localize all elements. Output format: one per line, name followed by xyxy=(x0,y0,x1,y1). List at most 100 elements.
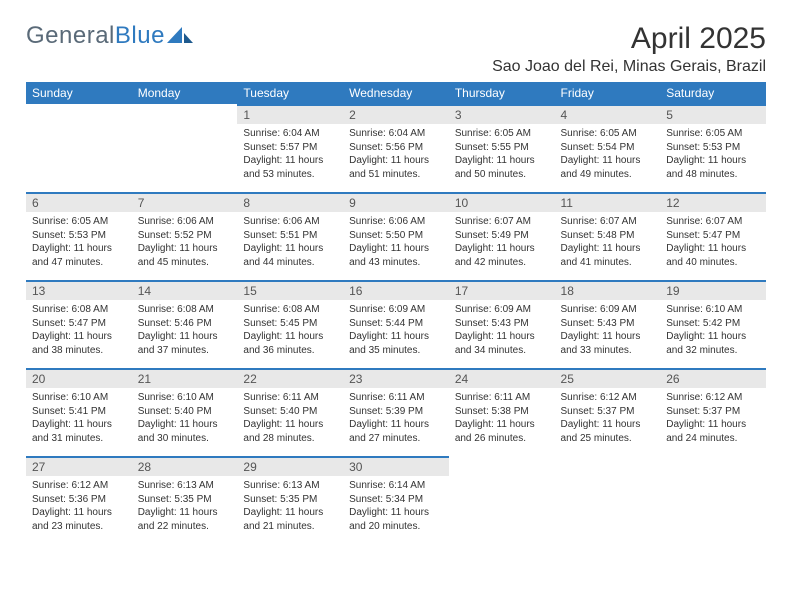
sunset-line: Sunset: 5:35 PM xyxy=(243,493,337,507)
calendar-cell: 25Sunrise: 6:12 AMSunset: 5:37 PMDayligh… xyxy=(555,368,661,456)
sunrise-line: Sunrise: 6:09 AM xyxy=(455,303,549,317)
calendar-cell: 13Sunrise: 6:08 AMSunset: 5:47 PMDayligh… xyxy=(26,280,132,368)
daylight-line: Daylight: 11 hours and 28 minutes. xyxy=(243,418,337,445)
day-number: 30 xyxy=(343,456,449,476)
day-body: Sunrise: 6:12 AMSunset: 5:37 PMDaylight:… xyxy=(660,388,766,449)
day-number: 17 xyxy=(449,280,555,300)
day-body: Sunrise: 6:09 AMSunset: 5:43 PMDaylight:… xyxy=(449,300,555,361)
sunrise-line: Sunrise: 6:13 AM xyxy=(243,479,337,493)
calendar-cell: 4Sunrise: 6:05 AMSunset: 5:54 PMDaylight… xyxy=(555,104,661,192)
calendar-cell-empty: 0 xyxy=(555,456,661,544)
sunrise-line: Sunrise: 6:12 AM xyxy=(32,479,126,493)
calendar-cell: 8Sunrise: 6:06 AMSunset: 5:51 PMDaylight… xyxy=(237,192,343,280)
day-number: 9 xyxy=(343,192,449,212)
sunrise-line: Sunrise: 6:07 AM xyxy=(455,215,549,229)
day-number: 28 xyxy=(132,456,238,476)
daylight-line: Daylight: 11 hours and 25 minutes. xyxy=(561,418,655,445)
day-body: Sunrise: 6:06 AMSunset: 5:52 PMDaylight:… xyxy=(132,212,238,273)
day-number: 25 xyxy=(555,368,661,388)
brand-logo: GeneralBlue xyxy=(26,22,193,50)
day-body: Sunrise: 6:12 AMSunset: 5:37 PMDaylight:… xyxy=(555,388,661,449)
calendar-cell-empty: 0 xyxy=(132,104,238,192)
sunrise-line: Sunrise: 6:06 AM xyxy=(243,215,337,229)
calendar-cell: 2Sunrise: 6:04 AMSunset: 5:56 PMDaylight… xyxy=(343,104,449,192)
day-number: 10 xyxy=(449,192,555,212)
calendar-cell: 24Sunrise: 6:11 AMSunset: 5:38 PMDayligh… xyxy=(449,368,555,456)
calendar-cell: 11Sunrise: 6:07 AMSunset: 5:48 PMDayligh… xyxy=(555,192,661,280)
calendar-cell: 19Sunrise: 6:10 AMSunset: 5:42 PMDayligh… xyxy=(660,280,766,368)
sunrise-line: Sunrise: 6:13 AM xyxy=(138,479,232,493)
sunrise-line: Sunrise: 6:08 AM xyxy=(32,303,126,317)
calendar-cell: 22Sunrise: 6:11 AMSunset: 5:40 PMDayligh… xyxy=(237,368,343,456)
day-body: Sunrise: 6:09 AMSunset: 5:44 PMDaylight:… xyxy=(343,300,449,361)
calendar-cell: 26Sunrise: 6:12 AMSunset: 5:37 PMDayligh… xyxy=(660,368,766,456)
daylight-line: Daylight: 11 hours and 37 minutes. xyxy=(138,330,232,357)
sunrise-line: Sunrise: 6:09 AM xyxy=(349,303,443,317)
sunset-line: Sunset: 5:39 PM xyxy=(349,405,443,419)
day-body: Sunrise: 6:05 AMSunset: 5:53 PMDaylight:… xyxy=(660,124,766,185)
day-number: 6 xyxy=(26,192,132,212)
day-body: Sunrise: 6:14 AMSunset: 5:34 PMDaylight:… xyxy=(343,476,449,537)
sunrise-line: Sunrise: 6:12 AM xyxy=(561,391,655,405)
month-title: April 2025 xyxy=(492,22,766,56)
daylight-line: Daylight: 11 hours and 32 minutes. xyxy=(666,330,760,357)
calendar-row: 13Sunrise: 6:08 AMSunset: 5:47 PMDayligh… xyxy=(26,280,766,368)
sunset-line: Sunset: 5:35 PM xyxy=(138,493,232,507)
daylight-line: Daylight: 11 hours and 47 minutes. xyxy=(32,242,126,269)
sunrise-line: Sunrise: 6:05 AM xyxy=(561,127,655,141)
sunset-line: Sunset: 5:43 PM xyxy=(561,317,655,331)
calendar-cell: 6Sunrise: 6:05 AMSunset: 5:53 PMDaylight… xyxy=(26,192,132,280)
day-number: 21 xyxy=(132,368,238,388)
sunrise-line: Sunrise: 6:06 AM xyxy=(138,215,232,229)
calendar-table: SundayMondayTuesdayWednesdayThursdayFrid… xyxy=(26,82,766,544)
daylight-line: Daylight: 11 hours and 20 minutes. xyxy=(349,506,443,533)
calendar-row: 001Sunrise: 6:04 AMSunset: 5:57 PMDaylig… xyxy=(26,104,766,192)
daylight-line: Daylight: 11 hours and 24 minutes. xyxy=(666,418,760,445)
sunset-line: Sunset: 5:57 PM xyxy=(243,141,337,155)
daylight-line: Daylight: 11 hours and 30 minutes. xyxy=(138,418,232,445)
day-number: 16 xyxy=(343,280,449,300)
day-number: 14 xyxy=(132,280,238,300)
day-body: Sunrise: 6:04 AMSunset: 5:57 PMDaylight:… xyxy=(237,124,343,185)
sunrise-line: Sunrise: 6:08 AM xyxy=(243,303,337,317)
sunset-line: Sunset: 5:48 PM xyxy=(561,229,655,243)
logo-sail-icon xyxy=(167,25,193,45)
sunrise-line: Sunrise: 6:06 AM xyxy=(349,215,443,229)
day-body: Sunrise: 6:07 AMSunset: 5:48 PMDaylight:… xyxy=(555,212,661,273)
day-number: 4 xyxy=(555,104,661,124)
daylight-line: Daylight: 11 hours and 36 minutes. xyxy=(243,330,337,357)
day-number: 11 xyxy=(555,192,661,212)
day-number: 23 xyxy=(343,368,449,388)
day-number: 29 xyxy=(237,456,343,476)
calendar-cell: 3Sunrise: 6:05 AMSunset: 5:55 PMDaylight… xyxy=(449,104,555,192)
weekday-header: Wednesday xyxy=(343,82,449,104)
sunset-line: Sunset: 5:47 PM xyxy=(666,229,760,243)
sunset-line: Sunset: 5:47 PM xyxy=(32,317,126,331)
daylight-line: Daylight: 11 hours and 40 minutes. xyxy=(666,242,760,269)
calendar-cell: 10Sunrise: 6:07 AMSunset: 5:49 PMDayligh… xyxy=(449,192,555,280)
day-number: 2 xyxy=(343,104,449,124)
daylight-line: Daylight: 11 hours and 31 minutes. xyxy=(32,418,126,445)
day-body: Sunrise: 6:11 AMSunset: 5:38 PMDaylight:… xyxy=(449,388,555,449)
day-number: 24 xyxy=(449,368,555,388)
daylight-line: Daylight: 11 hours and 49 minutes. xyxy=(561,154,655,181)
sunrise-line: Sunrise: 6:04 AM xyxy=(349,127,443,141)
day-number: 22 xyxy=(237,368,343,388)
calendar-cell: 23Sunrise: 6:11 AMSunset: 5:39 PMDayligh… xyxy=(343,368,449,456)
sunset-line: Sunset: 5:36 PM xyxy=(32,493,126,507)
sunset-line: Sunset: 5:34 PM xyxy=(349,493,443,507)
day-body: Sunrise: 6:10 AMSunset: 5:42 PMDaylight:… xyxy=(660,300,766,361)
weekday-header: Saturday xyxy=(660,82,766,104)
calendar-cell: 27Sunrise: 6:12 AMSunset: 5:36 PMDayligh… xyxy=(26,456,132,544)
calendar-row: 6Sunrise: 6:05 AMSunset: 5:53 PMDaylight… xyxy=(26,192,766,280)
day-number: 5 xyxy=(660,104,766,124)
sunset-line: Sunset: 5:46 PM xyxy=(138,317,232,331)
sunset-line: Sunset: 5:53 PM xyxy=(666,141,760,155)
day-body: Sunrise: 6:06 AMSunset: 5:50 PMDaylight:… xyxy=(343,212,449,273)
sunset-line: Sunset: 5:45 PM xyxy=(243,317,337,331)
calendar-cell: 14Sunrise: 6:08 AMSunset: 5:46 PMDayligh… xyxy=(132,280,238,368)
daylight-line: Daylight: 11 hours and 35 minutes. xyxy=(349,330,443,357)
day-number: 26 xyxy=(660,368,766,388)
calendar-cell: 17Sunrise: 6:09 AMSunset: 5:43 PMDayligh… xyxy=(449,280,555,368)
day-body: Sunrise: 6:13 AMSunset: 5:35 PMDaylight:… xyxy=(132,476,238,537)
